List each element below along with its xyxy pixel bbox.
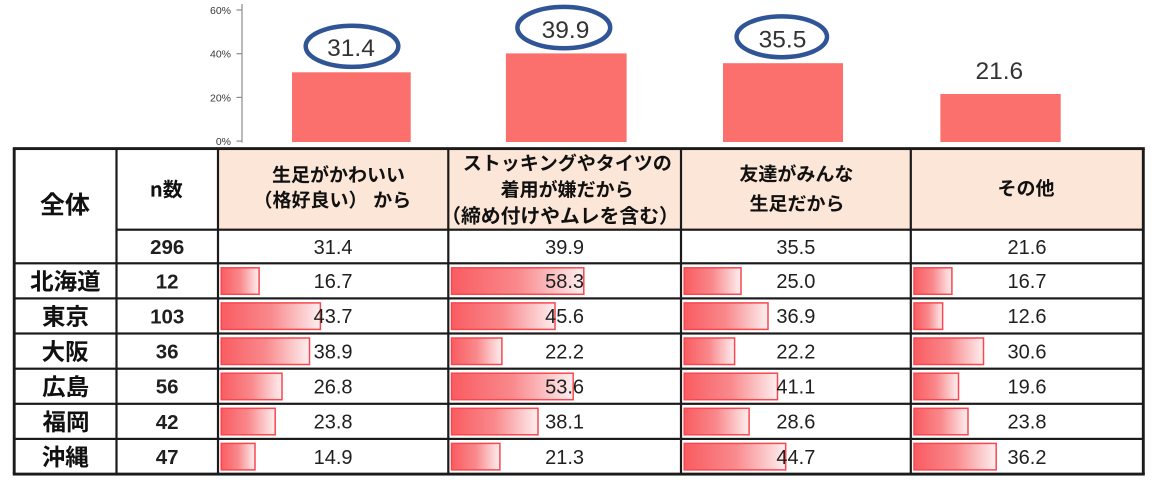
svg-text:56: 56 [156,376,179,399]
svg-text:14.9: 14.9 [314,447,353,469]
svg-text:31.4: 31.4 [314,237,353,259]
svg-text:21.6: 21.6 [975,58,1023,85]
svg-text:40%: 40% [210,49,231,61]
svg-text:44.7: 44.7 [776,447,815,469]
svg-text:22.2: 22.2 [545,341,584,363]
svg-text:53.6: 53.6 [545,377,584,399]
svg-text:38.9: 38.9 [314,341,353,363]
svg-text:39.9: 39.9 [542,17,590,44]
svg-text:31.4: 31.4 [327,35,375,62]
svg-text:43.7: 43.7 [314,306,353,328]
svg-text:23.8: 23.8 [1008,412,1047,434]
svg-text:39.9: 39.9 [545,237,584,259]
svg-text:20%: 20% [210,92,231,104]
svg-text:36.9: 36.9 [776,306,815,328]
svg-text:41.1: 41.1 [776,377,815,399]
svg-text:0%: 0% [216,136,231,148]
svg-text:36: 36 [156,341,179,364]
svg-text:45.6: 45.6 [545,306,584,328]
svg-text:103: 103 [150,305,184,328]
svg-text:12: 12 [156,270,179,293]
svg-text:19.6: 19.6 [1008,377,1047,399]
svg-text:47: 47 [156,446,179,469]
svg-text:58.3: 58.3 [545,271,584,293]
svg-text:36.2: 36.2 [1008,447,1047,469]
svg-text:22.2: 22.2 [776,341,815,363]
svg-text:38.1: 38.1 [545,412,584,434]
svg-text:21.6: 21.6 [1008,237,1047,259]
svg-text:42: 42 [156,411,179,434]
svg-text:21.3: 21.3 [545,447,584,469]
svg-text:26.8: 26.8 [314,377,353,399]
svg-text:35.5: 35.5 [776,237,815,259]
svg-text:23.8: 23.8 [314,412,353,434]
svg-text:16.7: 16.7 [1008,271,1047,293]
svg-text:35.5: 35.5 [759,26,807,53]
svg-text:28.6: 28.6 [776,412,815,434]
svg-text:12.6: 12.6 [1008,306,1047,328]
svg-text:60%: 60% [210,5,231,17]
svg-text:30.6: 30.6 [1008,341,1047,363]
svg-text:296: 296 [150,236,184,259]
svg-text:25.0: 25.0 [776,271,815,293]
svg-text:16.7: 16.7 [314,271,353,293]
